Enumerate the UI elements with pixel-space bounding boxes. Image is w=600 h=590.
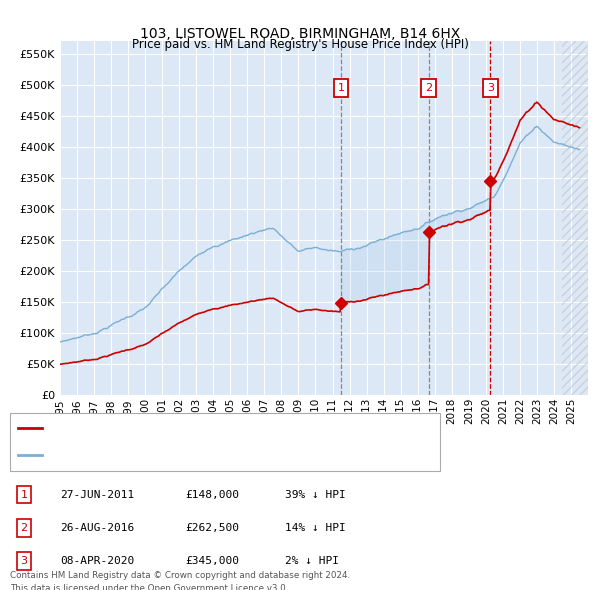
Text: 2: 2 bbox=[425, 83, 433, 93]
Text: 26-AUG-2016: 26-AUG-2016 bbox=[60, 523, 134, 533]
FancyBboxPatch shape bbox=[10, 413, 440, 471]
Text: 27-JUN-2011: 27-JUN-2011 bbox=[60, 490, 134, 500]
Text: 3: 3 bbox=[20, 556, 28, 566]
Text: 1: 1 bbox=[20, 490, 28, 500]
Text: 1: 1 bbox=[338, 83, 344, 93]
Text: £345,000: £345,000 bbox=[185, 556, 239, 566]
Text: 103, LISTOWEL ROAD, BIRMINGHAM, B14 6HX: 103, LISTOWEL ROAD, BIRMINGHAM, B14 6HX bbox=[140, 27, 460, 41]
Text: £262,500: £262,500 bbox=[185, 523, 239, 533]
Text: Contains HM Land Registry data © Crown copyright and database right 2024.
This d: Contains HM Land Registry data © Crown c… bbox=[10, 571, 350, 590]
Text: 2: 2 bbox=[20, 523, 28, 533]
Text: HPI: Average price, detached house, Birmingham: HPI: Average price, detached house, Birm… bbox=[48, 450, 305, 460]
Text: 2% ↓ HPI: 2% ↓ HPI bbox=[285, 556, 339, 566]
Text: 14% ↓ HPI: 14% ↓ HPI bbox=[285, 523, 346, 533]
Text: £148,000: £148,000 bbox=[185, 490, 239, 500]
Text: Price paid vs. HM Land Registry's House Price Index (HPI): Price paid vs. HM Land Registry's House … bbox=[131, 38, 469, 51]
Bar bbox=[562, 41, 588, 395]
Text: 39% ↓ HPI: 39% ↓ HPI bbox=[285, 490, 346, 500]
Text: 103, LISTOWEL ROAD, BIRMINGHAM, B14 6HX (detached house): 103, LISTOWEL ROAD, BIRMINGHAM, B14 6HX … bbox=[48, 423, 382, 433]
Text: 08-APR-2020: 08-APR-2020 bbox=[60, 556, 134, 566]
Text: 3: 3 bbox=[487, 83, 494, 93]
